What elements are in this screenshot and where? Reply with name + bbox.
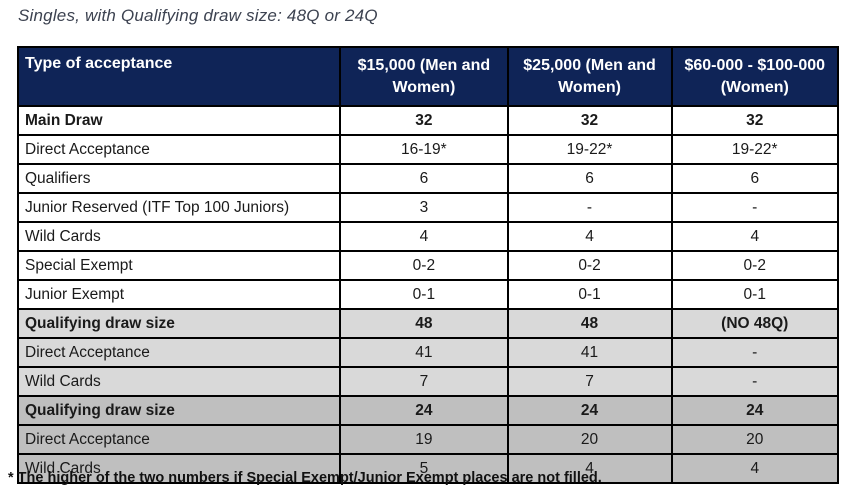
row-value: 6 xyxy=(339,163,509,194)
row-value: 19-22* xyxy=(506,134,673,165)
table-body: Main Draw 32 32 32 Direct Acceptance 16-19* 19… xyxy=(16,105,840,484)
row-value: 5 xyxy=(339,453,509,484)
row-label: Junior Exempt xyxy=(16,279,342,310)
row-value: 4 xyxy=(506,453,673,484)
row-value: 41 xyxy=(506,337,673,368)
row-value: 16-19* xyxy=(339,134,509,165)
row-label: Direct Acceptance xyxy=(16,134,342,165)
header-60000-100000: $60-000 - $100-000 (Women) xyxy=(670,46,840,107)
row-value: 20 xyxy=(506,424,673,455)
table-row: Junior Reserved (ITF Top 100 Juniors) 3- - xyxy=(16,192,840,223)
row-value: 4 xyxy=(506,221,673,252)
row-value: 0-2 xyxy=(506,250,673,281)
row-value: 0-1 xyxy=(339,279,509,310)
header-type-of-acceptance: Type of acceptance xyxy=(16,46,342,107)
row-label: Qualifying draw size xyxy=(16,308,342,339)
page-title: Singles, with Qualifying draw size: 48Q … xyxy=(18,6,378,25)
table-row: Special Exempt 0-2 0-2 0-2 xyxy=(16,250,840,281)
row-label: Junior Reserved (ITF Top 100 Juniors) xyxy=(16,192,342,223)
row-value: 20 xyxy=(670,424,840,455)
footnote: * The higher of the two numbers if Speci… xyxy=(8,470,602,486)
row-value: 0-1 xyxy=(670,279,840,310)
row-value: 7 xyxy=(506,366,673,397)
row-label: Direct Acceptance xyxy=(16,337,342,368)
row-value: 0-1 xyxy=(506,279,673,310)
row-value: 19-22* xyxy=(670,134,840,165)
row-value: 32 xyxy=(670,105,840,136)
row-label: Direct Acceptance xyxy=(16,424,342,455)
row-label: Qualifying draw size xyxy=(16,395,342,426)
table-row: Direct Acceptance 19 20 20 xyxy=(16,424,840,455)
header-row: Type of acceptance $15,000 (Men and Wome… xyxy=(16,46,840,107)
table-row: Junior Exempt 0-1 0-1 0-1 xyxy=(16,279,840,310)
row-value: (NO 48Q) xyxy=(670,308,840,339)
row-label: Qualifiers xyxy=(16,163,342,194)
row-label: Wild Cards xyxy=(16,221,342,252)
row-value: 4 xyxy=(339,221,509,252)
row-value: 48 xyxy=(339,308,509,339)
header-25000: $25,000 (Men and Women) xyxy=(506,46,673,107)
row-value: - xyxy=(506,192,673,223)
table-row: Direct Acceptance 41 41- xyxy=(16,337,840,368)
table-row: Wild Cards 5 4 4 xyxy=(16,453,840,484)
header-15000: $15,000 (Men and Women) xyxy=(339,46,509,107)
row-value: 7 xyxy=(339,366,509,397)
row-value: - xyxy=(670,366,840,397)
row-value: 6 xyxy=(506,163,673,194)
row-label: Wild Cards xyxy=(16,366,342,397)
row-value: 32 xyxy=(339,105,509,136)
row-label: Special Exempt xyxy=(16,250,342,281)
table-row: Direct Acceptance 16-19* 19-22* 19-22* xyxy=(16,134,840,165)
row-value: 0-2 xyxy=(339,250,509,281)
acceptance-table: Type of acceptance $15,000 (Men and Wome… xyxy=(16,46,840,484)
row-value: 24 xyxy=(506,395,673,426)
row-label: Main Draw xyxy=(16,105,342,136)
table-row: Qualifiers 6 6 6 xyxy=(16,163,840,194)
row-value: - xyxy=(670,192,840,223)
row-value: 3 xyxy=(339,192,509,223)
row-value: 19 xyxy=(339,424,509,455)
table-header: Type of acceptance $15,000 (Men and Wome… xyxy=(16,46,840,107)
row-value: 24 xyxy=(339,395,509,426)
row-value: 32 xyxy=(506,105,673,136)
row-value: 0-2 xyxy=(670,250,840,281)
row-value: 48 xyxy=(506,308,673,339)
table-row: Qualifying draw size 24 24 24 xyxy=(16,395,840,426)
table-row: Main Draw 32 32 32 xyxy=(16,105,840,136)
row-value: 4 xyxy=(670,453,840,484)
row-value: 6 xyxy=(670,163,840,194)
table-row: Wild Cards 4 4 4 xyxy=(16,221,840,252)
row-value: 24 xyxy=(670,395,840,426)
row-value: - xyxy=(670,337,840,368)
table-row: Wild Cards 7 7- xyxy=(16,366,840,397)
row-value: 41 xyxy=(339,337,509,368)
row-value: 4 xyxy=(670,221,840,252)
table-row: Qualifying draw size 48 48 (NO 48Q) xyxy=(16,308,840,339)
row-label: Wild Cards xyxy=(16,453,342,484)
